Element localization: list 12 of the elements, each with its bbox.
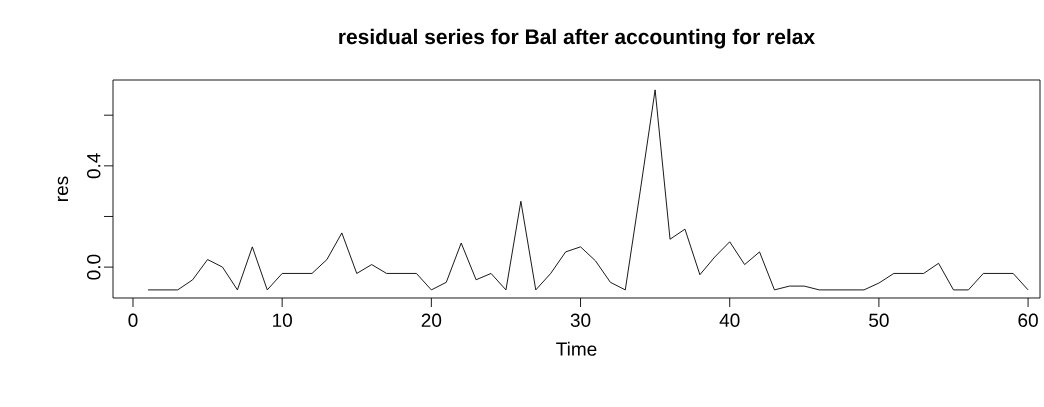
y-tick-label: 0.0 (87, 254, 101, 280)
x-tick-label: 40 (719, 313, 740, 327)
y-tick-label: 0.4 (87, 153, 101, 179)
y-axis-title: res (57, 176, 69, 201)
x-axis-title: Time (556, 341, 597, 356)
x-tick-label: 30 (570, 313, 591, 327)
x-tick-label: 0 (128, 313, 138, 327)
chart-title: residual series for Bal after accounting for relax (339, 28, 815, 49)
x-tick-label: 50 (869, 313, 889, 327)
x-tick-label: 10 (273, 313, 292, 327)
x-tick-label: 60 (1018, 313, 1038, 327)
x-tick-label: 20 (421, 313, 442, 327)
